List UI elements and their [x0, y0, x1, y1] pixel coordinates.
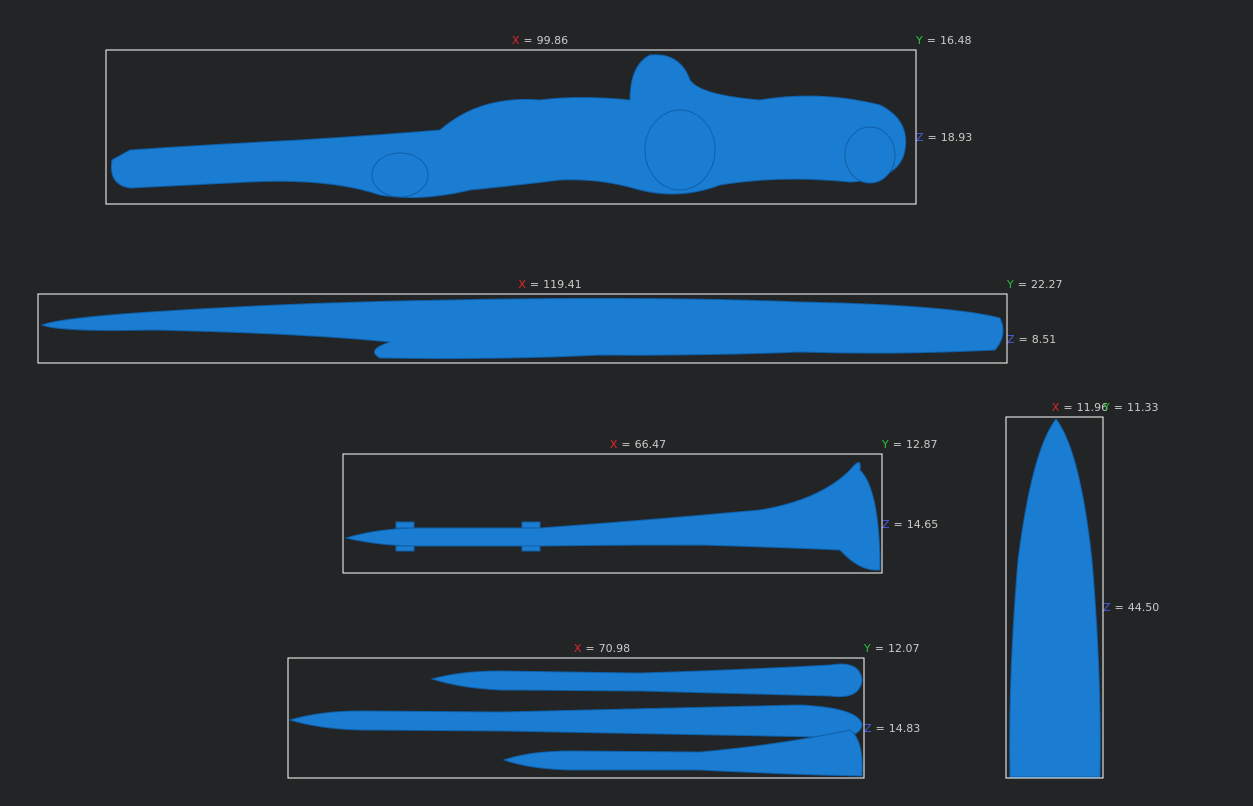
equals-sign: = — [585, 642, 594, 655]
x-dimension-label: X = 66.47 — [610, 438, 666, 451]
axis-letter: Y — [915, 34, 923, 47]
equals-sign: = — [523, 34, 532, 47]
y-dimension-label: Y = 16.48 — [915, 34, 971, 47]
axis-letter: Z — [864, 722, 872, 735]
z-dimension-label: Z = 8.51 — [1007, 333, 1056, 346]
axis-letter: Y — [1006, 278, 1014, 291]
z-dimension-label: Z = 14.65 — [882, 518, 938, 531]
x-dimension-label: X = 99.86 — [512, 34, 568, 47]
axis-letter: X — [610, 438, 618, 451]
y-dimension-label: Y = 11.33 — [1102, 401, 1158, 414]
axis-letter: Z — [916, 131, 924, 144]
axis-letter: Y — [881, 438, 889, 451]
axis-letter: X — [1052, 401, 1060, 414]
axis-letter: X — [574, 642, 582, 655]
bounding-box — [105, 49, 917, 205]
dimension-value: 14.83 — [889, 722, 921, 735]
axis-letter: X — [518, 278, 526, 291]
z-dimension-label: Z = 14.83 — [864, 722, 920, 735]
axis-letter: X — [512, 34, 520, 47]
equals-sign: = — [1115, 601, 1124, 614]
dimension-value: 16.48 — [940, 34, 972, 47]
dimension-value: 12.07 — [888, 642, 920, 655]
y-dimension-label: Y = 12.87 — [881, 438, 937, 451]
y-dimension-label: Y = 12.07 — [863, 642, 919, 655]
equals-sign: = — [928, 131, 937, 144]
dimension-value: 44.50 — [1128, 601, 1160, 614]
x-dimension-label: X = 11.96 — [1052, 401, 1108, 414]
dimension-value: 14.65 — [907, 518, 939, 531]
axis-letter: Z — [882, 518, 890, 531]
bounding-box — [1005, 416, 1104, 779]
model-plume-1 — [110, 54, 907, 199]
dimension-value: 8.51 — [1032, 333, 1057, 346]
y-dimension-label: Y = 22.27 — [1006, 278, 1062, 291]
dimension-value: 22.27 — [1031, 278, 1063, 291]
z-dimension-label: Z = 44.50 — [1103, 601, 1159, 614]
dimension-value: 99.86 — [537, 34, 569, 47]
equals-sign: = — [875, 642, 884, 655]
equals-sign: = — [876, 722, 885, 735]
model-plume-2 — [40, 297, 1004, 360]
equals-sign: = — [1114, 401, 1123, 414]
bounding-box — [37, 293, 1008, 364]
x-dimension-label: X = 70.98 — [574, 642, 630, 655]
axis-letter: Z — [1007, 333, 1015, 346]
axis-letter: Z — [1103, 601, 1111, 614]
z-dimension-label: Z = 18.93 — [916, 131, 972, 144]
equals-sign: = — [894, 518, 903, 531]
axis-letter: Y — [1102, 401, 1110, 414]
model-missile-group — [288, 663, 863, 777]
model-missile-1 — [344, 462, 881, 571]
dimension-value: 119.41 — [543, 278, 582, 291]
x-dimension-label: X = 119.41 — [518, 278, 581, 291]
dimension-value: 66.47 — [635, 438, 667, 451]
bounding-box — [287, 657, 865, 779]
equals-sign: = — [530, 278, 539, 291]
equals-sign: = — [621, 438, 630, 451]
equals-sign: = — [1063, 401, 1072, 414]
model-cone — [1009, 418, 1101, 778]
equals-sign: = — [893, 438, 902, 451]
axis-letter: Y — [863, 642, 871, 655]
equals-sign: = — [1019, 333, 1028, 346]
dimension-value: 18.93 — [941, 131, 973, 144]
bounding-box — [342, 453, 883, 574]
dimension-value: 11.96 — [1077, 401, 1109, 414]
dimension-value: 11.33 — [1127, 401, 1159, 414]
equals-sign: = — [927, 34, 936, 47]
equals-sign: = — [1018, 278, 1027, 291]
dimension-value: 12.87 — [906, 438, 938, 451]
dimension-value: 70.98 — [599, 642, 631, 655]
